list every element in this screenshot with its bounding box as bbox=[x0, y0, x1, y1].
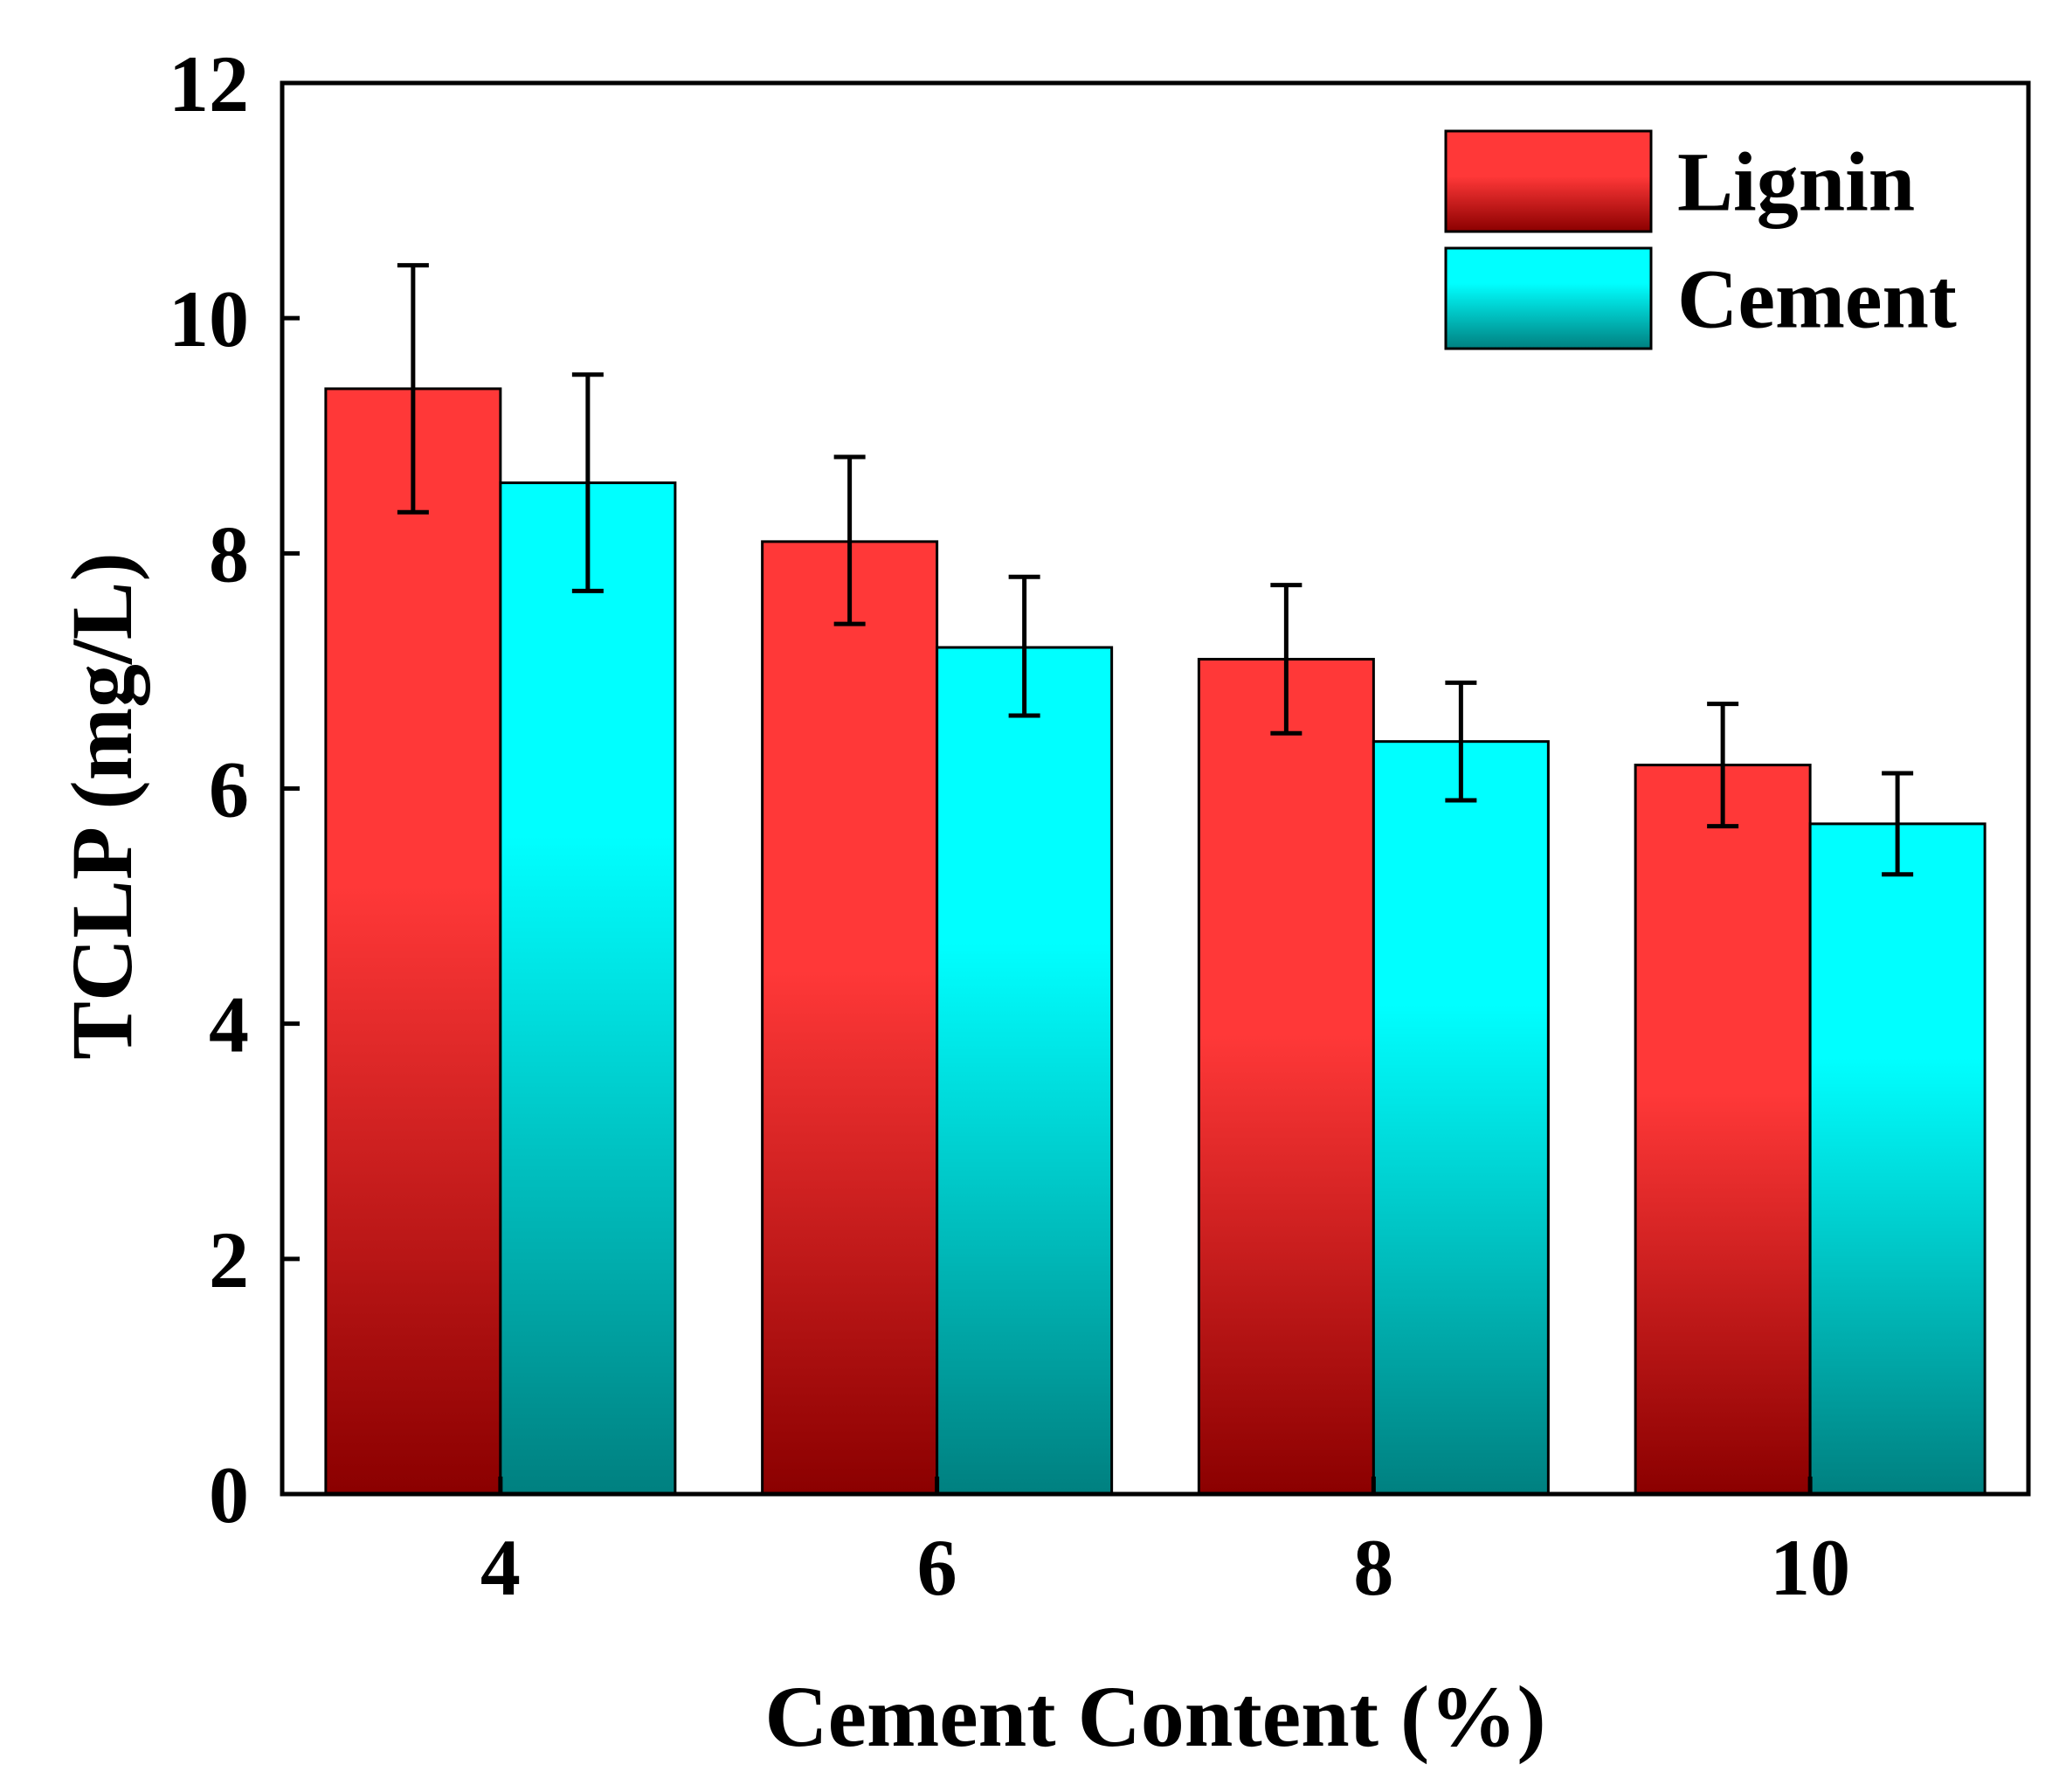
y-tick-label: 2 bbox=[209, 1215, 249, 1304]
error-bar-lignin-4 bbox=[397, 263, 429, 515]
error-bars-layer bbox=[397, 263, 1914, 877]
y-tick-label: 4 bbox=[209, 980, 249, 1069]
y-tick-label: 8 bbox=[209, 509, 249, 598]
legend-swatch-cement bbox=[1444, 246, 1653, 350]
x-tick-label: 8 bbox=[1353, 1523, 1393, 1612]
legend-swatch-lignin bbox=[1444, 129, 1653, 233]
bar-lignin-4 bbox=[324, 387, 502, 1496]
error-bar-lignin-8 bbox=[1270, 583, 1302, 736]
bar-cement-6 bbox=[936, 646, 1114, 1496]
y-axis: 0 2 4 6 8 10 12 bbox=[169, 39, 300, 1539]
y-axis-title: TCLP (mg/L) bbox=[53, 552, 150, 1060]
legend: Lignin Cement bbox=[1444, 129, 1957, 350]
y-tick-label: 0 bbox=[209, 1450, 249, 1539]
bar-cement-4 bbox=[499, 481, 677, 1496]
legend-label-lignin: Lignin bbox=[1677, 135, 1915, 229]
x-tick-label: 6 bbox=[917, 1523, 957, 1612]
error-bar-cement-8 bbox=[1445, 680, 1477, 803]
error-bar-cement-10 bbox=[1882, 771, 1914, 877]
bar-cement-10 bbox=[1808, 822, 1986, 1496]
x-axis: 4 6 8 10 bbox=[480, 1477, 1850, 1612]
x-tick-label: 4 bbox=[480, 1523, 521, 1612]
bars-layer bbox=[324, 387, 1986, 1496]
y-tick-label: 10 bbox=[169, 274, 249, 363]
error-bar-cement-4 bbox=[571, 372, 604, 593]
bar-cement-8 bbox=[1372, 740, 1550, 1496]
y-tick-label: 12 bbox=[169, 39, 249, 128]
bar-lignin-8 bbox=[1197, 657, 1375, 1496]
x-axis-title: Cement Content (%) bbox=[764, 1668, 1545, 1765]
legend-label-cement: Cement bbox=[1677, 253, 1957, 346]
error-bar-cement-6 bbox=[1008, 574, 1040, 718]
y-tick-label: 6 bbox=[209, 745, 249, 834]
error-bar-lignin-10 bbox=[1707, 702, 1739, 829]
bar-lignin-10 bbox=[1634, 764, 1812, 1496]
error-bar-lignin-6 bbox=[833, 454, 866, 626]
bar-lignin-6 bbox=[761, 540, 939, 1496]
x-tick-label: 10 bbox=[1770, 1523, 1850, 1612]
